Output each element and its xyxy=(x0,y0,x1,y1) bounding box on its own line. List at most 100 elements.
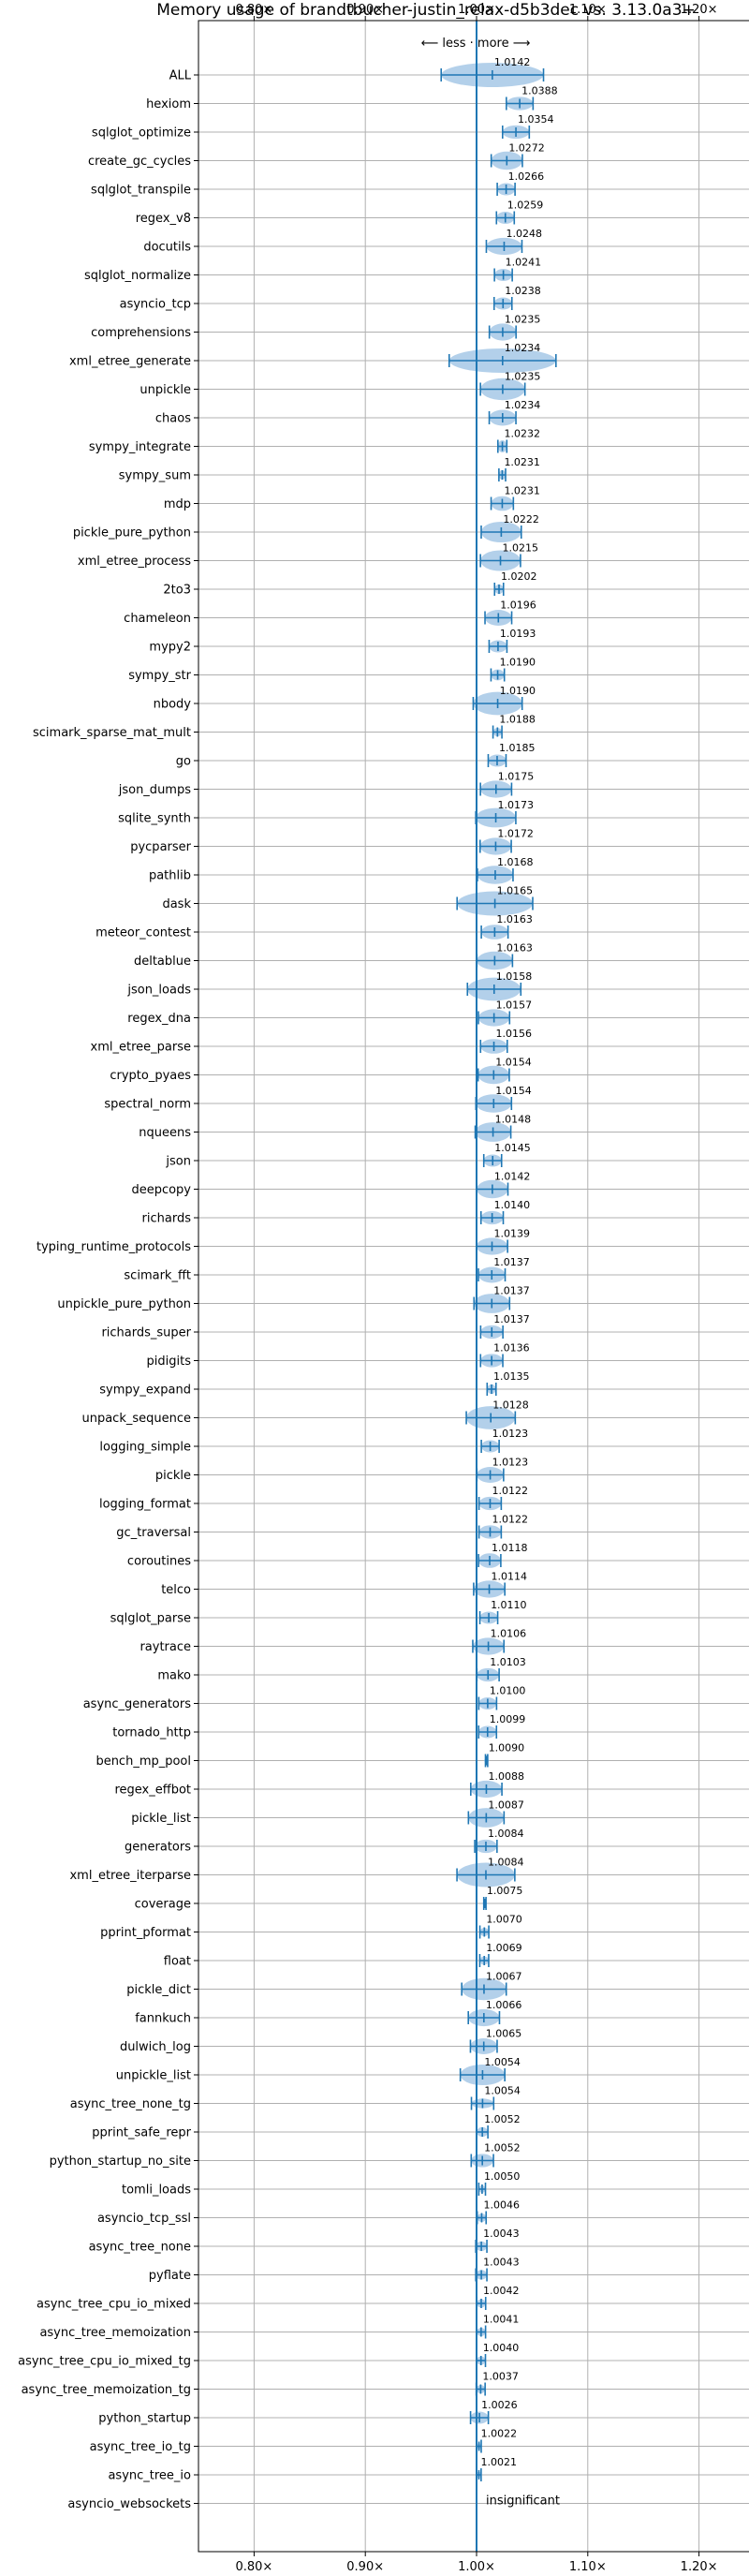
benchmark-label: dulwich_log xyxy=(120,2040,191,2054)
value-label: 1.0232 xyxy=(505,428,541,440)
x-tick-label-top: 0.80× xyxy=(235,3,272,17)
value-label: 1.0234 xyxy=(505,342,541,354)
benchmark-label: crypto_pyaes xyxy=(110,1069,191,1083)
value-label: 1.0145 xyxy=(494,1142,531,1154)
value-label: 1.0070 xyxy=(486,1914,522,1926)
benchmark-label: typing_runtime_protocols xyxy=(37,1240,191,1254)
plot-frame xyxy=(198,20,749,2553)
value-label: 1.0136 xyxy=(493,1342,530,1355)
benchmark-label: pidigits xyxy=(147,1355,192,1369)
benchmark-label: xml_etree_generate xyxy=(69,355,191,369)
value-label: 1.0128 xyxy=(492,1399,529,1412)
benchmark-label: generators xyxy=(125,1841,191,1855)
benchmark-label: logging_format xyxy=(99,1498,191,1512)
value-label: 1.0041 xyxy=(483,2314,520,2326)
value-label: 1.0087 xyxy=(488,1799,524,1812)
value-label: 1.0084 xyxy=(488,1828,524,1840)
value-label: 1.0235 xyxy=(505,371,541,383)
benchmark-label: docutils xyxy=(143,241,191,255)
value-label: 1.0122 xyxy=(492,1485,528,1497)
x-tick-label-bottom: 0.90× xyxy=(346,2560,384,2574)
benchmark-label: dask xyxy=(162,897,191,911)
value-label: 1.0139 xyxy=(494,1228,531,1240)
benchmark-label: async_generators xyxy=(83,1697,192,1711)
value-label: 1.0140 xyxy=(494,1199,531,1211)
value-label: 1.0122 xyxy=(492,1514,528,1526)
benchmark-label: coverage xyxy=(135,1898,191,1912)
benchmark-label: telco xyxy=(161,1583,191,1597)
value-label: 1.0142 xyxy=(494,56,531,68)
benchmark-label: json_loads xyxy=(126,984,191,998)
value-label: 1.0052 xyxy=(484,2113,521,2125)
value-label: 1.0106 xyxy=(491,1628,527,1640)
value-label: 1.0272 xyxy=(508,142,545,155)
value-label: 1.0137 xyxy=(493,1256,530,1268)
benchmark-label: pprint_safe_repr xyxy=(92,2126,191,2140)
benchmark-label: raytrace xyxy=(140,1640,191,1654)
benchmark-label: hexiom xyxy=(146,97,191,111)
value-label: 1.0040 xyxy=(483,2342,520,2354)
value-label: 1.0193 xyxy=(500,628,536,640)
value-label: 1.0154 xyxy=(495,1057,532,1069)
benchmark-label: sqlite_synth xyxy=(118,812,191,826)
value-label: 1.0354 xyxy=(518,113,554,126)
value-label: 1.0196 xyxy=(500,600,536,612)
benchmark-label: regex_effbot xyxy=(114,1784,191,1798)
benchmark-label: ALL xyxy=(169,69,192,83)
value-label: 1.0148 xyxy=(495,1114,532,1126)
benchmark-label: async_tree_io xyxy=(108,2469,191,2483)
value-label: 1.0188 xyxy=(499,714,536,726)
benchmark-label: async_tree_memoization_tg xyxy=(22,2383,191,2397)
benchmark-label: chameleon xyxy=(124,612,191,626)
marks-layer xyxy=(440,21,557,2552)
benchmark-label: chaos xyxy=(155,412,191,426)
benchmark-label: richards xyxy=(142,1212,192,1226)
value-label: 1.0088 xyxy=(488,1770,524,1783)
value-label: 1.0158 xyxy=(496,970,533,983)
value-label: 1.0021 xyxy=(480,2456,517,2468)
value-label: 1.0118 xyxy=(492,1542,528,1554)
benchmark-label: pickle_pure_python xyxy=(73,526,191,540)
benchmark-label: gc_traversal xyxy=(116,1526,191,1540)
benchmark-label: mdp xyxy=(164,497,191,511)
benchmark-label: sympy_integrate xyxy=(89,440,191,454)
labels-layer: 0.80× 0.80× 0.90× 0.90× 1.00× 1.00× 1.10× 1.10×… xyxy=(18,3,717,2574)
benchmark-label: async_tree_memoization xyxy=(39,2326,191,2340)
benchmark-label: xml_etree_process xyxy=(78,555,191,569)
x-tick-label-bottom: 1.00× xyxy=(458,2560,495,2574)
benchmark-label: logging_simple xyxy=(99,1441,191,1455)
value-label: 1.0215 xyxy=(503,542,539,555)
benchmark-label: unpickle xyxy=(140,383,191,397)
benchmark-label: asyncio_tcp xyxy=(120,298,191,312)
benchmark-label: sympy_str xyxy=(128,669,191,683)
value-label: 1.0241 xyxy=(506,257,542,269)
value-label: 1.0043 xyxy=(483,2257,520,2269)
benchmark-label: sqlglot_optimize xyxy=(92,126,191,141)
value-label: 1.0114 xyxy=(492,1571,528,1583)
value-label: 1.0123 xyxy=(492,1457,529,1469)
value-label: 1.0067 xyxy=(486,1971,522,1983)
value-label: 1.0234 xyxy=(505,399,541,411)
benchmark-label: json_dumps xyxy=(118,783,191,797)
value-label: 1.0165 xyxy=(497,885,534,897)
value-label: 1.0026 xyxy=(481,2399,518,2411)
benchmark-label: tornado_http xyxy=(112,1726,191,1740)
value-label: 1.0388 xyxy=(521,85,558,97)
benchmark-label: mypy2 xyxy=(149,641,191,655)
x-tick-label-bottom: 1.10× xyxy=(569,2560,607,2574)
value-label: 1.0142 xyxy=(494,1171,531,1183)
value-label: 1.0259 xyxy=(507,200,544,212)
value-label: 1.0168 xyxy=(497,856,534,868)
benchmark-label: async_tree_io_tg xyxy=(90,2440,191,2454)
benchmark-label: python_startup xyxy=(98,2412,191,2426)
value-label: 1.0123 xyxy=(492,1428,529,1440)
benchmark-label: unpickle_pure_python xyxy=(57,1297,191,1311)
benchmark-label: unpickle_list xyxy=(116,2069,191,2083)
x-tick-label-top: 1.00× xyxy=(458,3,495,17)
value-label: 1.0137 xyxy=(493,1285,530,1297)
x-tick-label-bottom: 1.20× xyxy=(681,2560,718,2574)
benchmark-label: deltablue xyxy=(134,955,191,969)
value-label: 1.0163 xyxy=(496,913,533,925)
benchmark-label: comprehensions xyxy=(91,326,191,340)
